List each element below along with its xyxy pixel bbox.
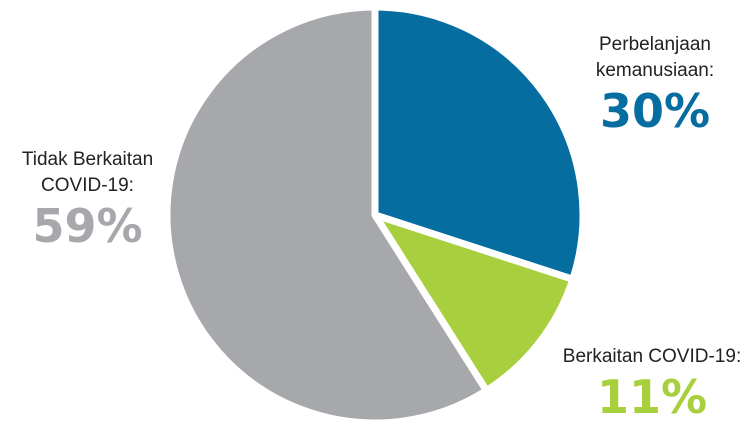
pie-slice-humanitarian bbox=[371, 3, 587, 284]
pie-slice-covid-related bbox=[366, 208, 578, 396]
slice-name-covid-related: Berkaitan COVID-19: bbox=[562, 346, 742, 367]
slice-label-not-covid-related: Tidak Berkaitan COVID-19: 59% bbox=[0, 147, 175, 253]
slice-name-not-covid-related: Tidak Berkaitan COVID-19: bbox=[21, 149, 154, 196]
slice-label-humanitarian: Perbelanjaan kemanusiaan: 30% bbox=[555, 32, 755, 138]
slice-value-humanitarian: 30% bbox=[599, 84, 711, 138]
pie-slice-not-covid-related bbox=[163, 3, 492, 425]
slice-name-humanitarian: Perbelanjaan kemanusiaan: bbox=[595, 34, 715, 81]
slice-value-not-covid-related: 59% bbox=[32, 199, 143, 253]
slice-label-covid-related: Berkaitan COVID-19: 11% bbox=[548, 344, 756, 424]
slice-value-covid-related: 11% bbox=[596, 370, 708, 424]
